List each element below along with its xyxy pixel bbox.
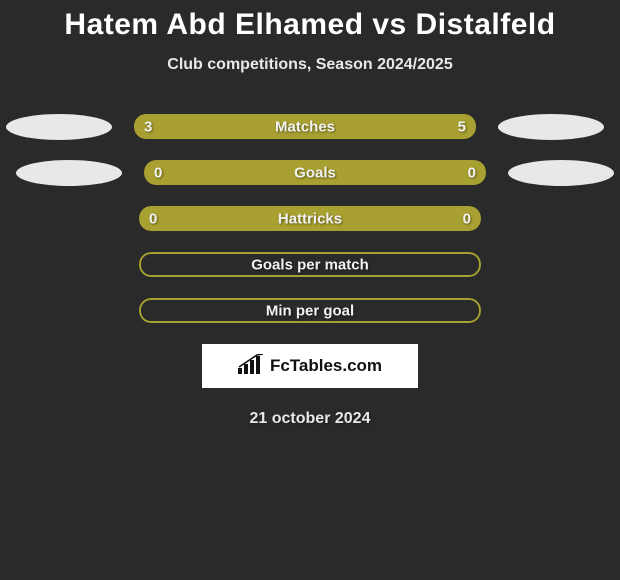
stat-value-right: 0 xyxy=(468,164,476,181)
player-marker-right xyxy=(498,114,604,140)
stat-bar: Goals 0 0 xyxy=(144,160,486,185)
page-title: Hatem Abd Elhamed vs Distalfeld xyxy=(0,8,620,42)
date-label: 21 october 2024 xyxy=(0,410,620,428)
stat-row: Hattricks 0 0 xyxy=(0,206,620,231)
stat-bar: Min per goal xyxy=(139,298,481,323)
bar-fill-left xyxy=(134,114,262,139)
stat-rows: Matches 3 5 Goals 0 0 Hattricks 0 0 Goals per mat… xyxy=(0,114,620,323)
stat-label: Matches xyxy=(275,118,335,135)
chart-icon xyxy=(238,354,264,379)
badge-text: FcTables.com xyxy=(270,356,382,376)
stat-value-left: 0 xyxy=(154,164,162,181)
stat-value-right: 0 xyxy=(463,210,471,227)
source-badge: FcTables.com xyxy=(202,344,418,388)
stat-bar: Hattricks 0 0 xyxy=(139,206,481,231)
stat-value-right: 5 xyxy=(458,118,466,135)
subtitle: Club competitions, Season 2024/2025 xyxy=(0,56,620,74)
player-marker-left xyxy=(6,114,112,140)
stat-row: Min per goal xyxy=(0,298,620,323)
stat-label: Goals xyxy=(294,164,336,181)
stats-comparison-card: Hatem Abd Elhamed vs Distalfeld Club com… xyxy=(0,0,620,428)
stat-bar: Goals per match xyxy=(139,252,481,277)
stat-bar: Matches 3 5 xyxy=(134,114,476,139)
stat-row: Goals per match xyxy=(0,252,620,277)
stat-row: Goals 0 0 xyxy=(0,160,620,185)
stat-label: Hattricks xyxy=(278,210,342,227)
stat-row: Matches 3 5 xyxy=(0,114,620,139)
stat-label: Min per goal xyxy=(266,302,354,319)
stat-value-left: 3 xyxy=(144,118,152,135)
player-marker-right xyxy=(508,160,614,186)
stat-label: Goals per match xyxy=(251,256,369,273)
player-marker-left xyxy=(16,160,122,186)
stat-value-left: 0 xyxy=(149,210,157,227)
